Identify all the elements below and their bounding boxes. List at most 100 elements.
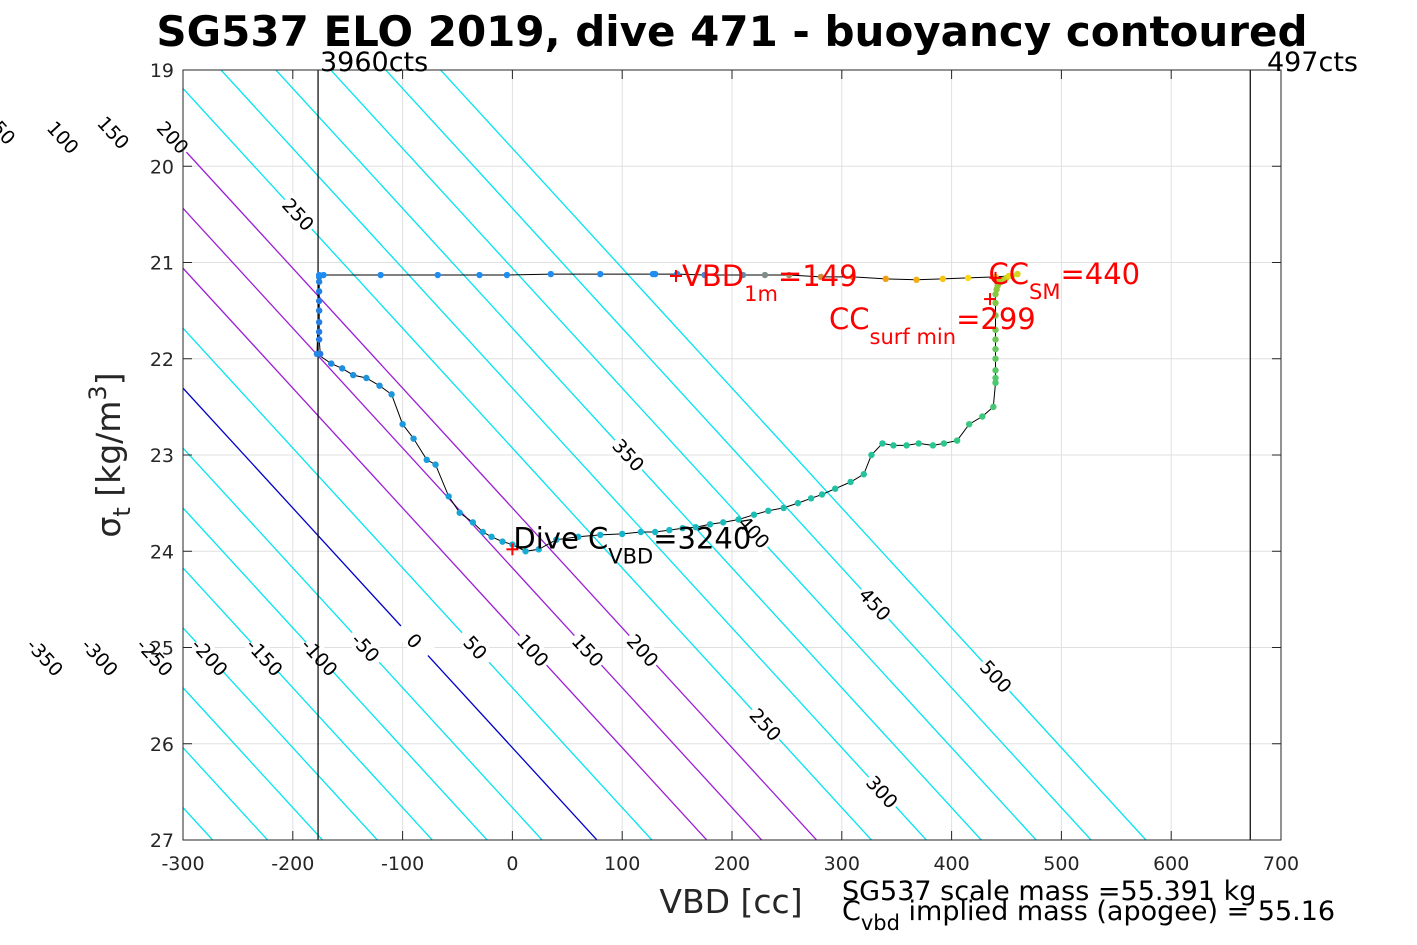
profile-point <box>553 536 560 543</box>
profile-point <box>832 485 839 492</box>
x-tick-label: 300 <box>824 853 860 875</box>
contour-label-background <box>134 635 176 679</box>
profile-point <box>637 528 645 536</box>
profile-point <box>765 507 772 515</box>
contour-label-background <box>0 111 25 155</box>
dive-profile <box>313 270 1021 555</box>
profile-point <box>992 299 999 307</box>
y-tick-label: 23 <box>150 445 174 467</box>
profile-point <box>847 478 854 486</box>
profile-point <box>849 273 856 281</box>
profile-point <box>992 336 999 343</box>
profile-point <box>499 538 506 545</box>
profile-point <box>992 345 999 353</box>
x-tick-label: 200 <box>714 853 750 875</box>
profile-point <box>913 276 920 284</box>
implied-mass-suffix: implied mass (apogee) = 55.16 <box>900 896 1335 927</box>
contour-line <box>220 70 928 840</box>
x-tick-label: -300 <box>161 853 204 875</box>
profile-point <box>890 442 897 449</box>
implied-mass-sub: vbd <box>861 911 900 935</box>
profile-point <box>649 270 657 278</box>
profile-point <box>315 307 323 314</box>
x-axis-label: VBD [cc] <box>659 882 802 921</box>
x-tick-label: 600 <box>1153 853 1189 875</box>
profile-point <box>376 382 383 389</box>
vbd-1m-label-sub: 1m <box>744 282 778 306</box>
profile-point <box>940 440 948 447</box>
chart-title: SG537 ELO 2019, dive 471 - buoyancy cont… <box>156 7 1307 56</box>
contour-line <box>384 70 1092 840</box>
scale-mass-text: SG537 scale mass =55.391 kg <box>842 876 1256 907</box>
x-tick-label: 700 <box>1263 853 1299 875</box>
profile-point <box>701 271 708 279</box>
y-tick-label: 21 <box>150 253 174 275</box>
profile-point <box>817 273 825 281</box>
vbd-1m-label-suffix: =149 <box>778 259 858 293</box>
profile-point <box>469 519 477 526</box>
x-tick-label: -100 <box>381 853 424 875</box>
profile-point <box>1014 270 1021 278</box>
vbd-1m-label: VBD1m=149 <box>682 259 858 306</box>
profile-point <box>535 546 542 553</box>
profile-point <box>349 371 357 379</box>
profile-point <box>818 491 826 498</box>
profile-point <box>903 442 910 449</box>
contour-line <box>183 746 269 840</box>
profile-point <box>313 350 321 358</box>
profile-point <box>965 421 973 428</box>
profile-point <box>488 533 495 541</box>
profile-point <box>423 456 430 464</box>
profile-point <box>692 523 699 531</box>
profile-point <box>575 533 582 541</box>
cc-sm-label: CCSM=440 <box>989 257 1141 304</box>
profile-point <box>315 278 323 285</box>
profile-point <box>929 442 937 449</box>
profile-point <box>315 336 323 343</box>
contour-label-background <box>277 192 320 236</box>
y-tick-label: 20 <box>150 156 174 178</box>
profile-point <box>434 271 441 279</box>
profile-point <box>597 270 604 278</box>
contour-label-background <box>512 628 554 672</box>
contour-label-background <box>744 702 787 747</box>
profile-point <box>860 471 867 478</box>
profile-point <box>363 374 370 382</box>
cc-surf-min-label-prefix: CC <box>829 302 870 336</box>
cc-surf-min-label-sub: surf min <box>870 325 957 349</box>
y-axis-label-close: ] <box>89 372 128 385</box>
contour-label-background <box>854 582 896 626</box>
contour-label-background <box>621 628 664 672</box>
profile-point <box>992 374 999 382</box>
x-tick-label: 500 <box>1043 853 1079 875</box>
profile-point <box>666 526 673 534</box>
profile-point <box>522 548 529 555</box>
profile-point <box>315 288 323 295</box>
cc-sm-label-sub: SM <box>1029 280 1060 304</box>
contour-label-background <box>733 510 775 554</box>
profile-point <box>328 360 335 367</box>
cc-surf-min-label-suffix: =299 <box>956 302 1036 336</box>
profile-point <box>964 274 972 282</box>
contour-label-background <box>92 111 135 155</box>
contour-line <box>183 207 763 840</box>
profile-point <box>761 271 769 279</box>
implied-mass-text: Cvbd implied mass (apogee) = 55.16 <box>842 896 1335 935</box>
profile-point <box>388 391 395 398</box>
x-tick-label: -200 <box>271 853 314 875</box>
contour-line <box>183 267 708 840</box>
contour-label-background <box>188 635 231 679</box>
implied-mass-prefix: C <box>842 896 861 927</box>
profile-point <box>476 271 483 279</box>
y-tick-label: 19 <box>150 60 174 82</box>
contour-line <box>183 566 434 840</box>
dive-c-vbd-label-suffix: =3240 <box>653 521 751 555</box>
profile-point <box>547 270 555 278</box>
axes: -300 -200 -100 0 100 200 300 400 500 600 700 19 20 21… <box>150 60 1299 875</box>
profile-point <box>992 367 999 374</box>
contour-line <box>183 147 818 840</box>
profile-point <box>720 519 727 526</box>
x-tick-label: 0 <box>506 853 518 875</box>
contour-label-background <box>567 628 609 672</box>
x-tick-label: 400 <box>933 853 969 875</box>
